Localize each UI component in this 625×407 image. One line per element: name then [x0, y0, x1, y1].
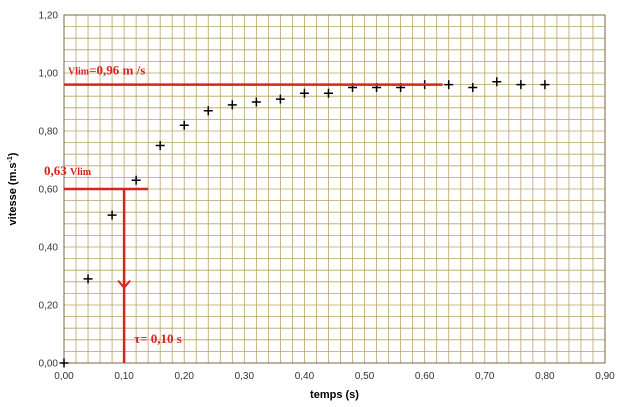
- y-tick-label: 0,80: [39, 127, 59, 138]
- y-tick-label: 0,20: [39, 301, 59, 312]
- annotations: Vlim=0,96 m /s 0,63 Vlim τ= 0,10 s: [44, 63, 443, 363]
- x-tick-label: 0,10: [114, 371, 134, 382]
- x-tick-label: 0,30: [235, 371, 255, 382]
- y-axis-title-sup: -1: [7, 156, 14, 162]
- v063-label-sub: Vlim: [70, 167, 92, 178]
- data-points: [59, 77, 550, 368]
- data-point: [155, 141, 165, 150]
- y-tick-label: 0,00: [39, 359, 59, 370]
- data-point: [179, 120, 189, 130]
- data-point: [299, 88, 309, 98]
- x-tick-label: 0,60: [415, 371, 435, 382]
- y-axis-title-end: ): [7, 152, 19, 156]
- tau-label: τ= 0,10 s: [134, 331, 182, 346]
- data-point: [83, 274, 93, 284]
- v063-label-main: 0,63: [44, 163, 70, 178]
- v063-label: 0,63 Vlim: [44, 163, 92, 178]
- data-point: [468, 83, 478, 92]
- data-point: [323, 88, 333, 98]
- data-point: [227, 100, 237, 110]
- x-tick-label: 0,00: [54, 371, 74, 382]
- x-tick-label: 0,20: [174, 371, 194, 382]
- x-tick-label: 0,90: [595, 371, 615, 382]
- data-point: [275, 94, 285, 104]
- data-point: [203, 106, 213, 116]
- x-axis-title: temps (s): [310, 389, 359, 401]
- y-tick-label: 1,20: [39, 11, 59, 22]
- vlim-label: Vlim=0,96 m /s: [68, 63, 145, 78]
- data-point: [516, 80, 526, 90]
- data-point: [131, 175, 141, 185]
- data-point: [492, 77, 502, 87]
- y-axis-title: vitesse (m.s-1): [7, 152, 19, 225]
- y-tick-label: 1,00: [39, 69, 59, 80]
- x-tick-label: 0,50: [355, 371, 375, 382]
- data-point: [107, 210, 117, 220]
- tick-labels: 0,00 0,20 0,40 0,60 0,80 1,00 1,20 0,00 0,10 0,20…: [39, 11, 616, 383]
- x-tick-label: 0,70: [475, 371, 495, 382]
- grid: [63, 14, 606, 364]
- y-tick-label: 0,60: [39, 185, 59, 196]
- y-tick-label: 0,40: [39, 243, 59, 254]
- data-point: [540, 80, 550, 90]
- y-axis-title-main: vitesse (m.s: [7, 162, 19, 225]
- data-point: [251, 97, 261, 107]
- x-tick-label: 0,40: [295, 371, 315, 382]
- tau-arrow-head: [117, 279, 131, 290]
- vlim-label-main: Vlim: [68, 67, 90, 78]
- data-point: [59, 358, 69, 368]
- data-point: [444, 80, 454, 90]
- vlim-label-rest: =0,96 m /s: [89, 63, 145, 78]
- x-tick-label: 0,80: [535, 371, 555, 382]
